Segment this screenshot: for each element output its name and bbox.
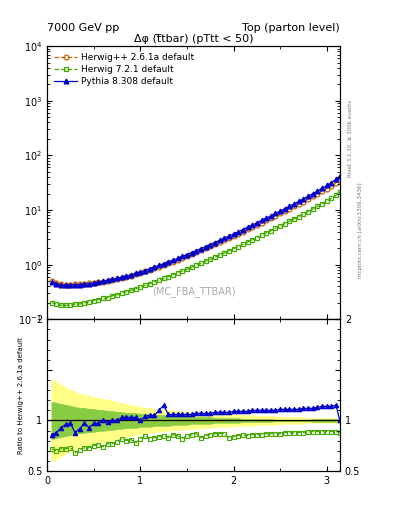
Line: Pythia 8.308 default: Pythia 8.308 default — [50, 174, 342, 288]
Pythia 8.308 default — [255, 220, 259, 226]
Text: Rivet 3.1.10, ≥ 300k events: Rivet 3.1.10, ≥ 300k events — [348, 100, 353, 177]
Herwig++ 2.6.1a default — [255, 222, 259, 228]
Herwig 7.2.1 default — [143, 282, 147, 288]
Herwig++ 2.6.1a default — [133, 271, 138, 277]
Herwig 7.2.1 default — [198, 261, 203, 267]
Herwig 7.2.1 default — [133, 286, 138, 292]
Herwig++ 2.6.1a default — [143, 268, 147, 274]
Pythia 8.308 default — [50, 279, 54, 285]
Herwig++ 2.6.1a default — [50, 278, 54, 284]
Herwig 7.2.1 default — [50, 300, 54, 306]
Legend: Herwig++ 2.6.1a default, Herwig 7.2.1 default, Pythia 8.308 default: Herwig++ 2.6.1a default, Herwig 7.2.1 de… — [51, 51, 196, 89]
Pythia 8.308 default — [334, 177, 338, 183]
Text: (MC_FBA_TTBAR): (MC_FBA_TTBAR) — [152, 287, 235, 297]
Pythia 8.308 default — [143, 267, 147, 273]
Herwig 7.2.1 default — [255, 234, 259, 241]
Text: 7000 GeV pp: 7000 GeV pp — [47, 23, 119, 33]
Herwig 7.2.1 default — [338, 189, 342, 195]
Pythia 8.308 default — [198, 246, 203, 252]
Pythia 8.308 default — [133, 270, 138, 276]
Pythia 8.308 default — [59, 282, 64, 288]
Herwig++ 2.6.1a default — [334, 180, 338, 186]
Herwig++ 2.6.1a default — [63, 282, 68, 288]
Herwig++ 2.6.1a default — [189, 251, 194, 257]
Text: mcplots.cern.ch [arXiv:1306.3436]: mcplots.cern.ch [arXiv:1306.3436] — [358, 183, 363, 278]
Text: Top (parton level): Top (parton level) — [242, 23, 340, 33]
Pythia 8.308 default — [338, 173, 342, 179]
Herwig 7.2.1 default — [334, 193, 338, 199]
Title: Δφ (t̅tbar) (pTtt < 50): Δφ (t̅tbar) (pTtt < 50) — [134, 34, 253, 44]
Y-axis label: Ratio to Herwig++ 2.6.1a default: Ratio to Herwig++ 2.6.1a default — [18, 337, 24, 454]
Herwig++ 2.6.1a default — [198, 247, 203, 253]
Pythia 8.308 default — [189, 249, 194, 255]
Herwig 7.2.1 default — [59, 302, 64, 308]
Herwig++ 2.6.1a default — [338, 177, 342, 183]
Line: Herwig++ 2.6.1a default: Herwig++ 2.6.1a default — [50, 177, 342, 287]
Herwig 7.2.1 default — [189, 264, 194, 270]
Line: Herwig 7.2.1 default: Herwig 7.2.1 default — [50, 190, 342, 308]
